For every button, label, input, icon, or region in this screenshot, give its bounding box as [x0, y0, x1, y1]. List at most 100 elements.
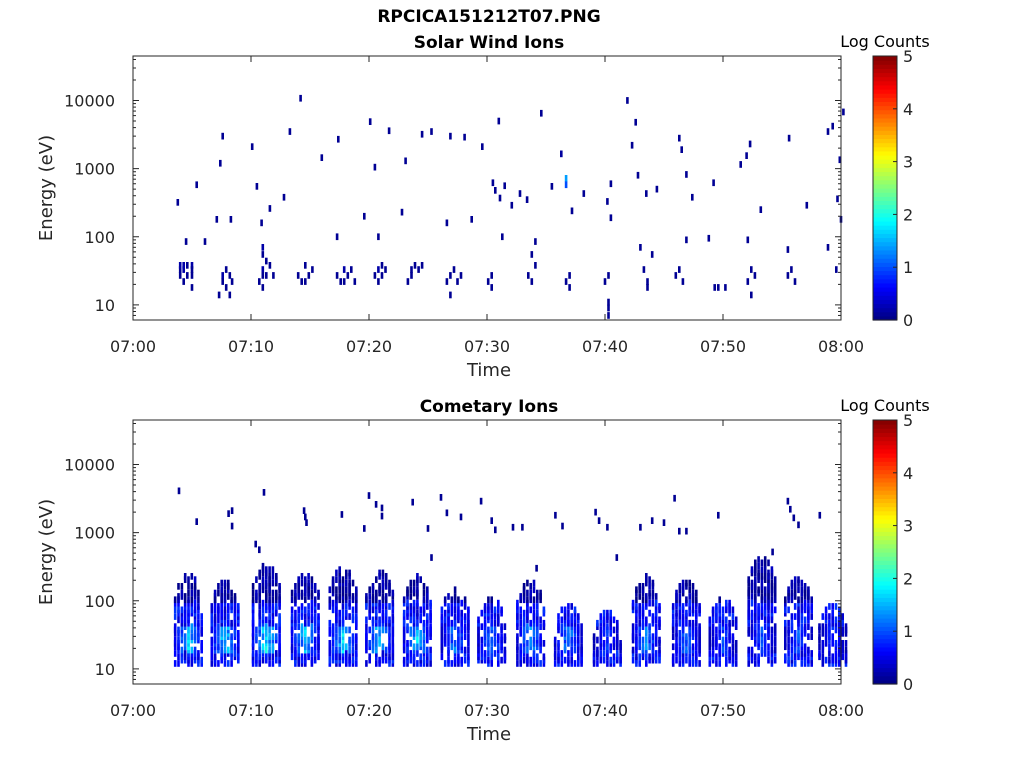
panel2-colorbar-segment [873, 448, 897, 454]
panel2-burst-cell [419, 576, 422, 583]
panel2-burst-cell [651, 633, 655, 640]
panel2-burst-cell [429, 623, 432, 630]
panel2-burst-cell [338, 613, 341, 620]
panel2-burst-cell [763, 623, 767, 630]
panel2-burst-cell [348, 656, 351, 664]
panel2-burst-cell [681, 619, 685, 627]
panel2-burst-cell [416, 586, 419, 594]
panel2-burst-cell [773, 576, 777, 583]
panel1-colorbar-segment [873, 221, 897, 226]
panel2-burst-cell [233, 613, 237, 620]
panel2-burst-cell [793, 603, 797, 610]
panel2-y-tick-label: 10000 [64, 456, 115, 475]
panel2-burst-cell [173, 643, 177, 651]
panel2-data-cell [673, 494, 676, 502]
panel2-colorbar-segment [873, 622, 897, 627]
panel2-burst-cell [695, 643, 698, 651]
panel2-burst-cell [645, 619, 648, 627]
panel2-burst-cell [450, 636, 454, 644]
panel2-burst-cell [190, 606, 194, 614]
panel1-colorbar-segment [873, 291, 897, 296]
panel2-burst-cell [453, 599, 457, 607]
panel2-burst-cell [734, 616, 738, 624]
panel2-burst-cell [177, 636, 180, 644]
panel2-burst-cell [754, 623, 757, 630]
panel2-burst-cell [402, 599, 406, 607]
panel2-burst-cell [731, 643, 735, 651]
panel2-burst-cell [503, 656, 507, 664]
panel2-burst-cell [258, 593, 261, 600]
panel1-data-cell [304, 262, 307, 269]
panel2-burst-cell [173, 660, 177, 667]
panel2-burst-cell [463, 656, 467, 664]
panel2-burst-cell [477, 623, 480, 630]
panel2-burst-cell [767, 579, 770, 587]
panel2-burst-cell [567, 603, 570, 610]
panel2-burst-cell [220, 619, 223, 627]
panel2-burst-cell [412, 623, 416, 630]
panel2-data-cell [685, 527, 688, 535]
panel2-burst-cell [645, 636, 648, 644]
panel2-burst-cell [426, 593, 429, 600]
panel2-burst-cell [317, 619, 320, 627]
panel1-data-cell [346, 272, 350, 279]
panel2-burst-cell [522, 593, 526, 600]
panel2-burst-cell [426, 619, 429, 627]
panel2-burst-cell [304, 606, 307, 614]
panel1-data-cell [258, 278, 261, 285]
panel2-burst-cell [261, 613, 265, 620]
panel2-burst-cell [310, 646, 314, 654]
panel2-burst-cell [338, 630, 341, 637]
panel1-data-cell [387, 127, 391, 135]
panel1-data-cell [380, 272, 384, 279]
panel1-colorbar-segment [873, 130, 897, 135]
panel2-burst-cell [338, 593, 341, 600]
panel2-burst-cell [177, 599, 180, 607]
panel1-colorbar-segment [873, 311, 897, 317]
panel2-burst-cell [834, 619, 838, 627]
panel2-burst-cell [180, 636, 184, 644]
panel2-burst-cell [341, 616, 345, 624]
panel2-burst-cell [539, 643, 542, 651]
panel2-burst-cell [715, 660, 718, 667]
panel2-burst-cell [193, 576, 197, 583]
panel2-colorbar-segment [873, 490, 897, 495]
panel2-burst-cell [631, 623, 635, 630]
panel2-burst-cell [750, 656, 754, 664]
panel2-burst-cell [200, 643, 203, 651]
panel2-burst-cell [675, 609, 678, 617]
panel2-burst-cell [416, 573, 419, 580]
panel2-burst-cell [251, 623, 255, 630]
panel2-burst-cell [384, 616, 388, 624]
panel2-burst-cell [422, 633, 426, 640]
panel1-colorbar-segment [873, 196, 897, 201]
panel1-data-cell [790, 266, 793, 273]
panel2-burst-cell [747, 613, 750, 620]
panel2-burst-cell [391, 640, 395, 647]
panel2-burst-cell [173, 613, 177, 620]
panel2-burst-cell [536, 619, 539, 627]
panel1-data-cell [404, 157, 407, 165]
panel1-data-cell [377, 233, 380, 241]
panel2-burst-cell [526, 599, 529, 607]
panel2-burst-cell [440, 613, 444, 620]
panel2-burst-cell [223, 599, 227, 607]
panel2-burst-cell [331, 586, 335, 594]
panel2-burst-cell [570, 623, 573, 630]
panel2-burst-cell [300, 589, 304, 597]
panel1-data-cell [759, 206, 763, 213]
panel1-colorbar-segment [873, 167, 897, 173]
panel2-burst-cell [532, 603, 536, 610]
panel2-burst-cell [371, 606, 375, 614]
panel2-burst-cell [310, 623, 314, 630]
panel2-burst-cell [338, 579, 341, 587]
panel2-burst-cell [460, 643, 463, 651]
panel1-data-cell [568, 284, 571, 291]
panel2-burst-cell [718, 603, 721, 610]
panel2-burst-cell [767, 623, 770, 630]
panel2-burst-cell [457, 599, 460, 607]
panel1-colorbar-segment [873, 159, 897, 164]
panel2-data-cell [521, 523, 524, 531]
panel2-burst-cell [725, 616, 728, 624]
panel2-burst-cell [818, 623, 821, 630]
